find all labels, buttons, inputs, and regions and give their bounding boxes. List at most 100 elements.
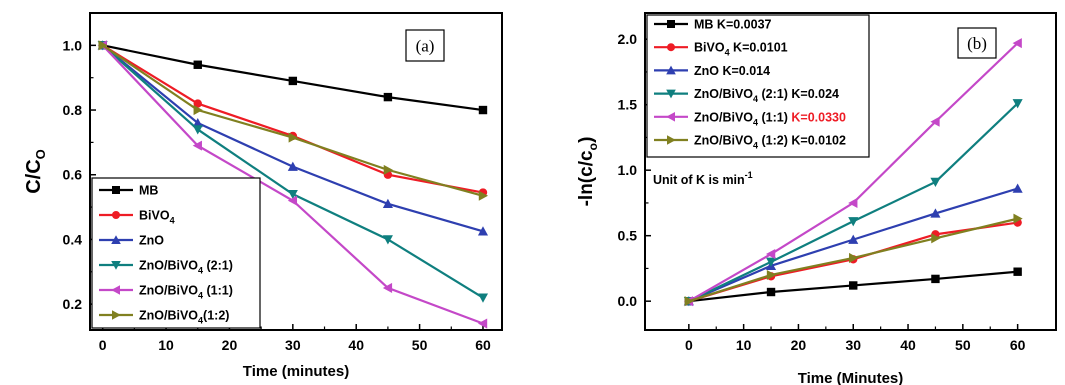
plot-frame-a [89,12,503,331]
series-a-2 [98,41,488,197]
legend-marker [111,261,121,270]
legend-marker [112,211,120,219]
data-point [193,105,203,116]
panel-label-a: (a) [405,29,445,62]
legend-label: ZnO [139,234,164,248]
legend-label: ZnO K=0.014 [694,64,770,78]
series-b-6 [684,213,1023,307]
legend-label: ZnO/BiVO4 (2:1) [139,259,233,276]
panel-label-box [405,29,445,62]
legend-marker [667,20,675,28]
legend-entry: ZnO/BiVO4 (1:1) [99,284,233,301]
data-point [382,198,393,209]
legend-marker [666,112,675,122]
legend-entry: ZnO/BiVO4 (1:1) K=0.0330 [654,110,846,127]
data-point [848,234,859,244]
data-point [848,197,858,208]
data-point [1012,183,1023,193]
data-point [477,293,489,303]
data-point [766,269,777,281]
panel-label-box [957,27,997,59]
data-point [383,92,393,102]
legend-marker [666,89,676,99]
x-tick-label: 0 [99,337,107,353]
data-point [930,116,940,127]
x-tick-label: 10 [736,337,752,353]
data-point [849,281,858,290]
legend-label: ZnO/BiVO4 (2:1) K=0.024 [694,87,839,104]
y-axis-title: -ln(c/co) [576,137,600,207]
data-point [477,226,489,236]
legend-box [91,177,261,329]
legend-label: ZnO/BiVO4(1:2) [139,309,229,326]
data-point [930,177,941,188]
series-a-6 [98,40,489,201]
data-point [766,287,776,297]
legend-entry: BiVO4 K=0.0101 [654,41,788,58]
data-point [98,40,108,51]
chart-panel-b: 0 10 20 30 40 50 60 0.0 0.5 1.0 1.5 2.0 Time (Minute… [576,12,1057,385]
legend-entry: MB [99,184,158,198]
data-point [192,125,203,135]
data-point [848,217,859,227]
data-point [478,105,488,115]
data-point [192,117,203,128]
legend-marker [667,135,676,145]
x-tick-label: 30 [845,337,861,353]
data-point [287,189,298,200]
data-point [930,208,941,218]
data-point [1012,99,1023,109]
data-point [766,257,777,267]
data-point [684,296,694,307]
y-tick-label: 1.0 [63,37,83,53]
legend-entry: BiVO4 [99,209,175,226]
data-point [1012,38,1022,49]
series-b-5 [683,38,1022,307]
data-point [766,248,776,260]
series-line [102,44,484,197]
series-a-4 [97,41,489,303]
x-tick-label: 60 [1010,337,1026,353]
x-tick-label: 40 [348,337,364,353]
legend-entry: MB K=0.0037 [654,18,772,32]
x-tick-label: 60 [475,337,491,353]
legend-entry: ZnO/BiVO4 (1:2) K=0.0102 [654,134,846,151]
legend-box [646,14,870,158]
data-point [383,164,393,175]
x-axis-title: Time (minutes) [243,363,349,380]
y-tick-label: 1.0 [618,162,638,178]
legend-label: MB K=0.0037 [694,18,772,32]
data-point [382,282,393,293]
data-point [288,132,298,143]
y-tick-label: 0.0 [618,293,638,309]
panel-label-text: (a) [416,37,435,56]
legend-marker [112,310,121,320]
plot-frame-b [644,12,1057,331]
legend-label: BiVO4 K=0.0101 [694,41,788,58]
y-tick-label: 2.0 [618,31,638,47]
x-axis-title: Time (Minutes) [798,370,904,385]
legend-a: MB BiVO4 ZnO ZnO/BiVO4 (2:1) ZnO/BiVO4 (1:1)… [91,177,261,329]
y-tick-label: 0.4 [63,231,83,247]
x-tick-label: 50 [412,337,428,353]
y-axis-title: C/CO [23,149,48,194]
x-tick-label: 40 [900,337,916,353]
legend-marker [667,43,675,52]
chart-panel-a: 0 10 20 30 40 50 60 0.2 0.4 0.6 0.8 1.0 Time (minute… [23,12,503,380]
x-tick-label: 50 [955,337,971,353]
legend-label: MB [139,184,158,198]
x-tick-label: 20 [222,337,238,353]
legend-entry: ZnO/BiVO4 (2:1) [99,259,233,276]
legend-entry: ZnO/BiVO4(1:2) [99,309,229,326]
legend-marker [112,186,120,194]
legend-label: ZnO/BiVO4 (1:2) K=0.0102 [694,134,846,151]
legend-label: BiVO4 [139,209,175,226]
data-point [193,60,202,69]
legend-entry: ZnO/BiVO4 (2:1) K=0.024 [654,87,839,104]
x-tick-label: 10 [158,337,174,353]
x-tick-label: 0 [685,337,693,353]
data-point [931,274,940,284]
data-point [193,99,202,108]
data-point [192,140,202,151]
